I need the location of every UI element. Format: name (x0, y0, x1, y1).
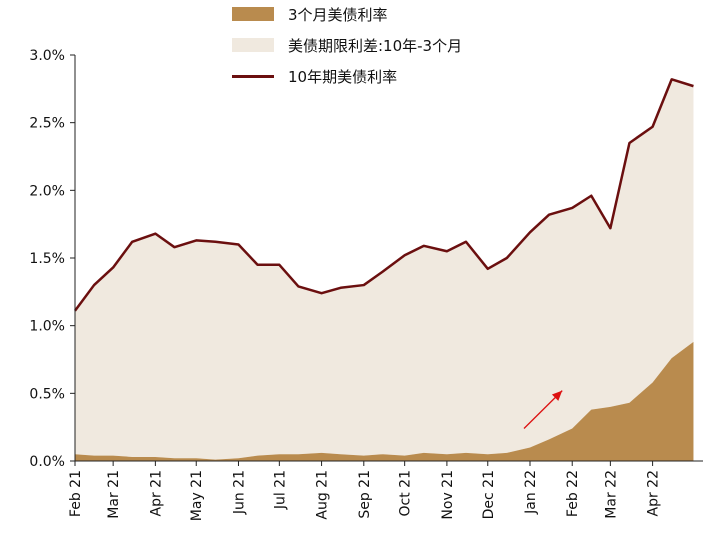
y-tick-label: 1.0% (29, 319, 65, 335)
x-tick-label: Feb 22 (565, 470, 581, 517)
series-area-3m-yield (75, 341, 694, 461)
chart-axes (70, 54, 703, 466)
legend-line-10y-yield (232, 74, 274, 78)
legend-label-3m-yield: 3个月美债利率 (288, 5, 388, 24)
x-tick-label: May 21 (189, 470, 205, 521)
x-tick-label: Mar 22 (603, 470, 619, 519)
x-tick-label: Nov 21 (440, 470, 456, 520)
y-tick-label: 2.5% (29, 116, 65, 132)
legend-swatch-3m-yield (232, 7, 274, 21)
x-tick-label: Dec 21 (481, 470, 497, 519)
legend-item-spread: 美债期限利差:10年-3个月 (232, 35, 462, 55)
y-tick-label: 0.0% (29, 454, 65, 470)
y-tick-label: 2.0% (29, 183, 65, 199)
legend-swatch-spread (232, 38, 274, 52)
legend-item-10y-yield: 10年期美债利率 (232, 66, 397, 86)
chart-areas (73, 78, 694, 461)
legend-label-10y-yield: 10年期美债利率 (288, 67, 398, 86)
y-axis-tick-labels: 0.0% 0.5% 1.0% 1.5% 2.0% 2.5% 3.0% (29, 48, 65, 470)
x-tick-label: Jun 21 (231, 470, 247, 515)
x-tick-label: Apr 22 (646, 470, 662, 516)
x-axis-tick-labels: Feb 21 Mar 21 Apr 21 May 21 Jun 21 Jul 21 Aug … (68, 470, 662, 521)
series-area-spread (75, 79, 694, 460)
x-tick-label: Mar 21 (106, 470, 122, 519)
legend-item-3m-yield: 3个月美债利率 (232, 4, 388, 24)
y-tick-label: 3.0% (29, 48, 65, 64)
y-tick-label: 1.5% (29, 251, 65, 267)
x-tick-label: Feb 21 (68, 470, 84, 517)
y-tick-label: 0.5% (29, 386, 65, 402)
x-tick-label: Jan 22 (523, 470, 539, 515)
series-line-10y-yield (73, 78, 694, 312)
x-tick-label: Jul 21 (272, 470, 288, 510)
x-tick-label: Aug 21 (315, 470, 331, 520)
legend-label-spread: 美债期限利差:10年-3个月 (288, 36, 463, 55)
x-tick-label: Sep 21 (357, 470, 373, 519)
annotation-arrow-head (551, 390, 563, 401)
x-tick-label: Apr 21 (148, 470, 164, 516)
x-tick-label: Oct 21 (398, 470, 414, 516)
